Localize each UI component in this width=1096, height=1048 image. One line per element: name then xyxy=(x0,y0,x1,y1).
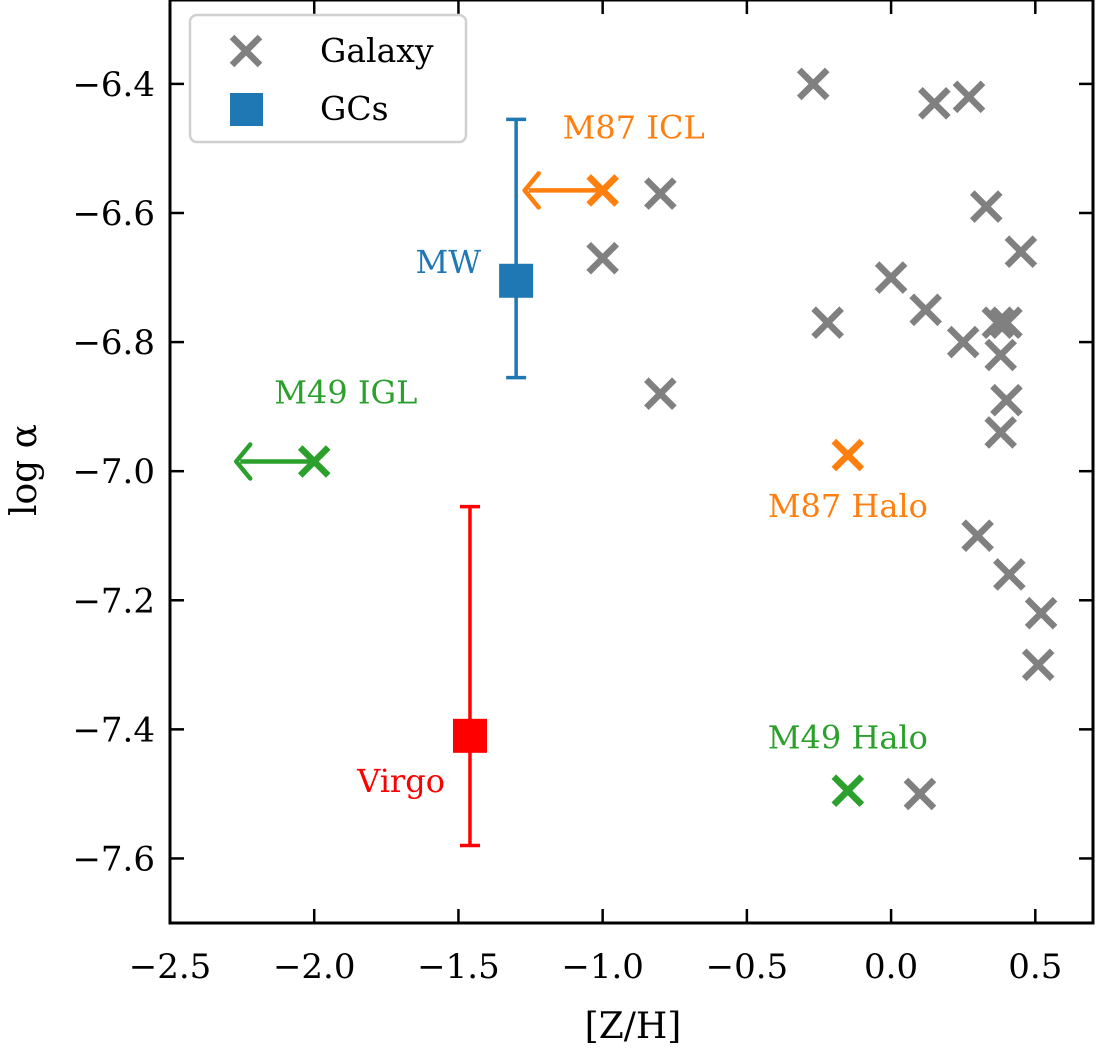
galaxy-series xyxy=(586,67,1058,811)
legend: Galaxy GCs xyxy=(188,13,468,144)
galaxy-point xyxy=(918,86,951,120)
galaxy-point xyxy=(1021,648,1055,682)
x-tick-label: −1.5 xyxy=(417,947,500,987)
x-axis-label: [Z/H] xyxy=(585,1006,682,1047)
x-tick-label: −2.0 xyxy=(273,947,356,987)
galaxy-point xyxy=(1004,235,1038,269)
galaxy-point xyxy=(981,306,1015,340)
y-tick-label: −6.4 xyxy=(72,65,155,105)
m87-halo-marker xyxy=(831,438,865,472)
x-tick-label: 0.0 xyxy=(864,947,918,987)
x-tick-label: −2.5 xyxy=(129,947,212,987)
galaxy-point xyxy=(874,261,908,294)
m49-halo-marker xyxy=(831,774,865,807)
galaxy-point xyxy=(903,777,937,811)
y-tick-label: −7.4 xyxy=(72,710,155,750)
y-axis-label: log α xyxy=(4,424,45,516)
galaxy-point xyxy=(990,306,1023,340)
special-points: MW Virgo M87 ICL M49 IGL M87 Halo M49 Halo xyxy=(233,108,928,848)
legend-gcs-label: GCs xyxy=(320,89,389,128)
axes-frame xyxy=(168,0,1095,925)
galaxy-point xyxy=(961,519,994,553)
galaxy-point xyxy=(946,325,980,359)
galaxy-point xyxy=(984,338,1017,372)
virgo-marker xyxy=(452,718,487,753)
galaxy-point xyxy=(990,383,1023,417)
m49-igl-limit-arrowhead xyxy=(233,442,253,481)
galaxy-point xyxy=(909,293,943,327)
legend-gcs-icon xyxy=(230,93,263,126)
m49-igl-label: M49 IGL xyxy=(274,374,417,412)
m87-icl-limit-arrowhead xyxy=(522,171,541,210)
legend-gcs-marker xyxy=(230,93,263,126)
mw-label: MW xyxy=(415,243,481,281)
galaxy-point xyxy=(969,190,1003,223)
legend-galaxy-marker xyxy=(229,34,263,68)
legend-galaxy-icon xyxy=(229,34,263,68)
y-tick-label: −6.8 xyxy=(72,323,155,363)
m87-icl-label: M87 ICL xyxy=(563,108,705,146)
galaxy-point xyxy=(952,80,986,114)
mw-marker xyxy=(499,263,534,298)
galaxy-point xyxy=(993,558,1026,591)
galaxy-point xyxy=(586,241,619,275)
m49-halo-label: M49 Halo xyxy=(768,719,928,757)
x-tick-label: −1.0 xyxy=(561,947,644,987)
m87-halo-label: M87 Halo xyxy=(768,487,928,525)
galaxy-point xyxy=(984,416,1017,449)
legend-galaxy-label: Galaxy xyxy=(320,31,434,70)
axes: −2.5 −2.0 −1.5 −1.0 −0.5 0.0 0.5 −7.6 −7.4 −7.2 −7… xyxy=(72,0,1095,987)
y-tick-label: −7.6 xyxy=(72,839,155,879)
virgo-label: Virgo xyxy=(356,762,445,800)
galaxy-point xyxy=(644,177,677,210)
galaxy-point xyxy=(811,306,844,340)
galaxy-point xyxy=(796,67,830,101)
x-tick-label: −0.5 xyxy=(706,947,789,987)
x-tick-label: 0.5 xyxy=(1008,947,1062,987)
galaxy-point xyxy=(1024,596,1058,630)
y-tick-label: −6.6 xyxy=(72,194,155,234)
y-tick-label: −7.2 xyxy=(72,581,155,621)
galaxy-point xyxy=(644,377,677,411)
y-tick-label: −7.0 xyxy=(72,452,155,492)
